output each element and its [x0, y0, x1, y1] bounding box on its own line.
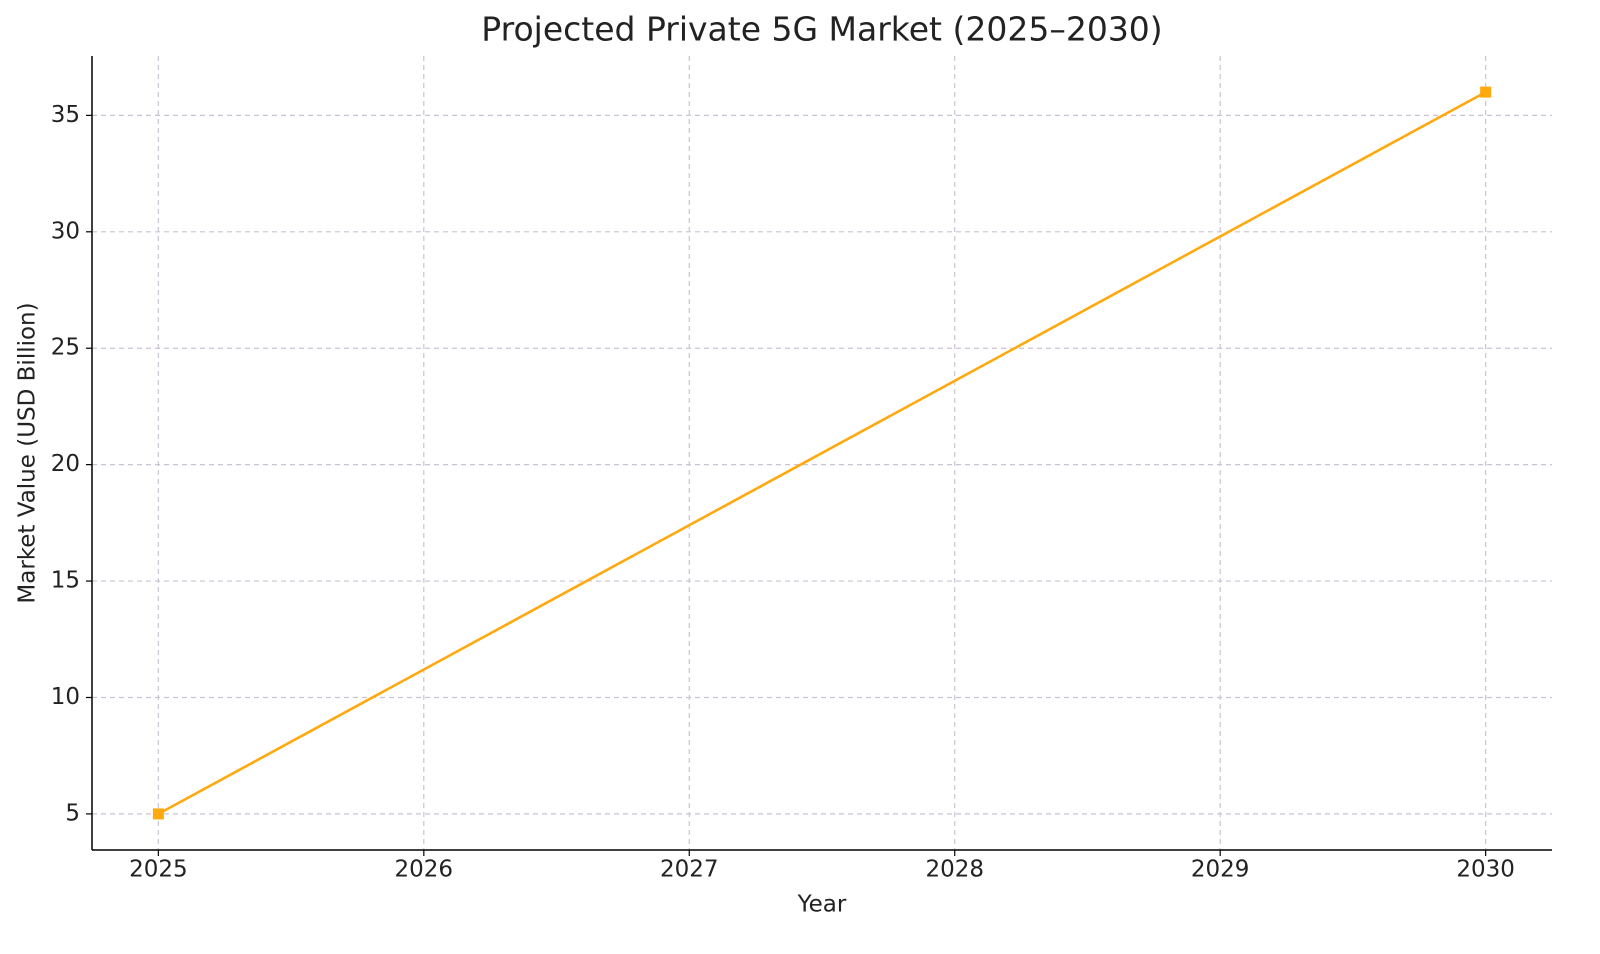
marker: [1480, 86, 1492, 98]
x-tick-label: 2026: [395, 857, 454, 883]
y-tick-label: 10: [51, 684, 80, 710]
x-tick-label: 2029: [1191, 857, 1250, 883]
y-tick-label: 35: [51, 102, 80, 128]
y-tick-label: 25: [51, 335, 80, 361]
y-axis-label: Market Value (USD Billion): [15, 302, 41, 603]
x-tick-label: 2025: [129, 857, 188, 883]
x-tick-label: 2027: [660, 857, 719, 883]
y-tick-label: 20: [51, 451, 80, 477]
y-tick-label: 30: [51, 218, 80, 244]
x-tick-label: 2028: [925, 857, 984, 883]
line: [157, 90, 1487, 816]
x-tick-label: 2030: [1456, 857, 1515, 883]
y-tick-label: 5: [65, 800, 80, 826]
marker: [152, 808, 164, 820]
y-tick-label: 15: [51, 568, 80, 594]
chart-title: Projected Private 5G Market (2025–2030): [481, 10, 1162, 49]
x-axis-label: Year: [797, 892, 847, 918]
